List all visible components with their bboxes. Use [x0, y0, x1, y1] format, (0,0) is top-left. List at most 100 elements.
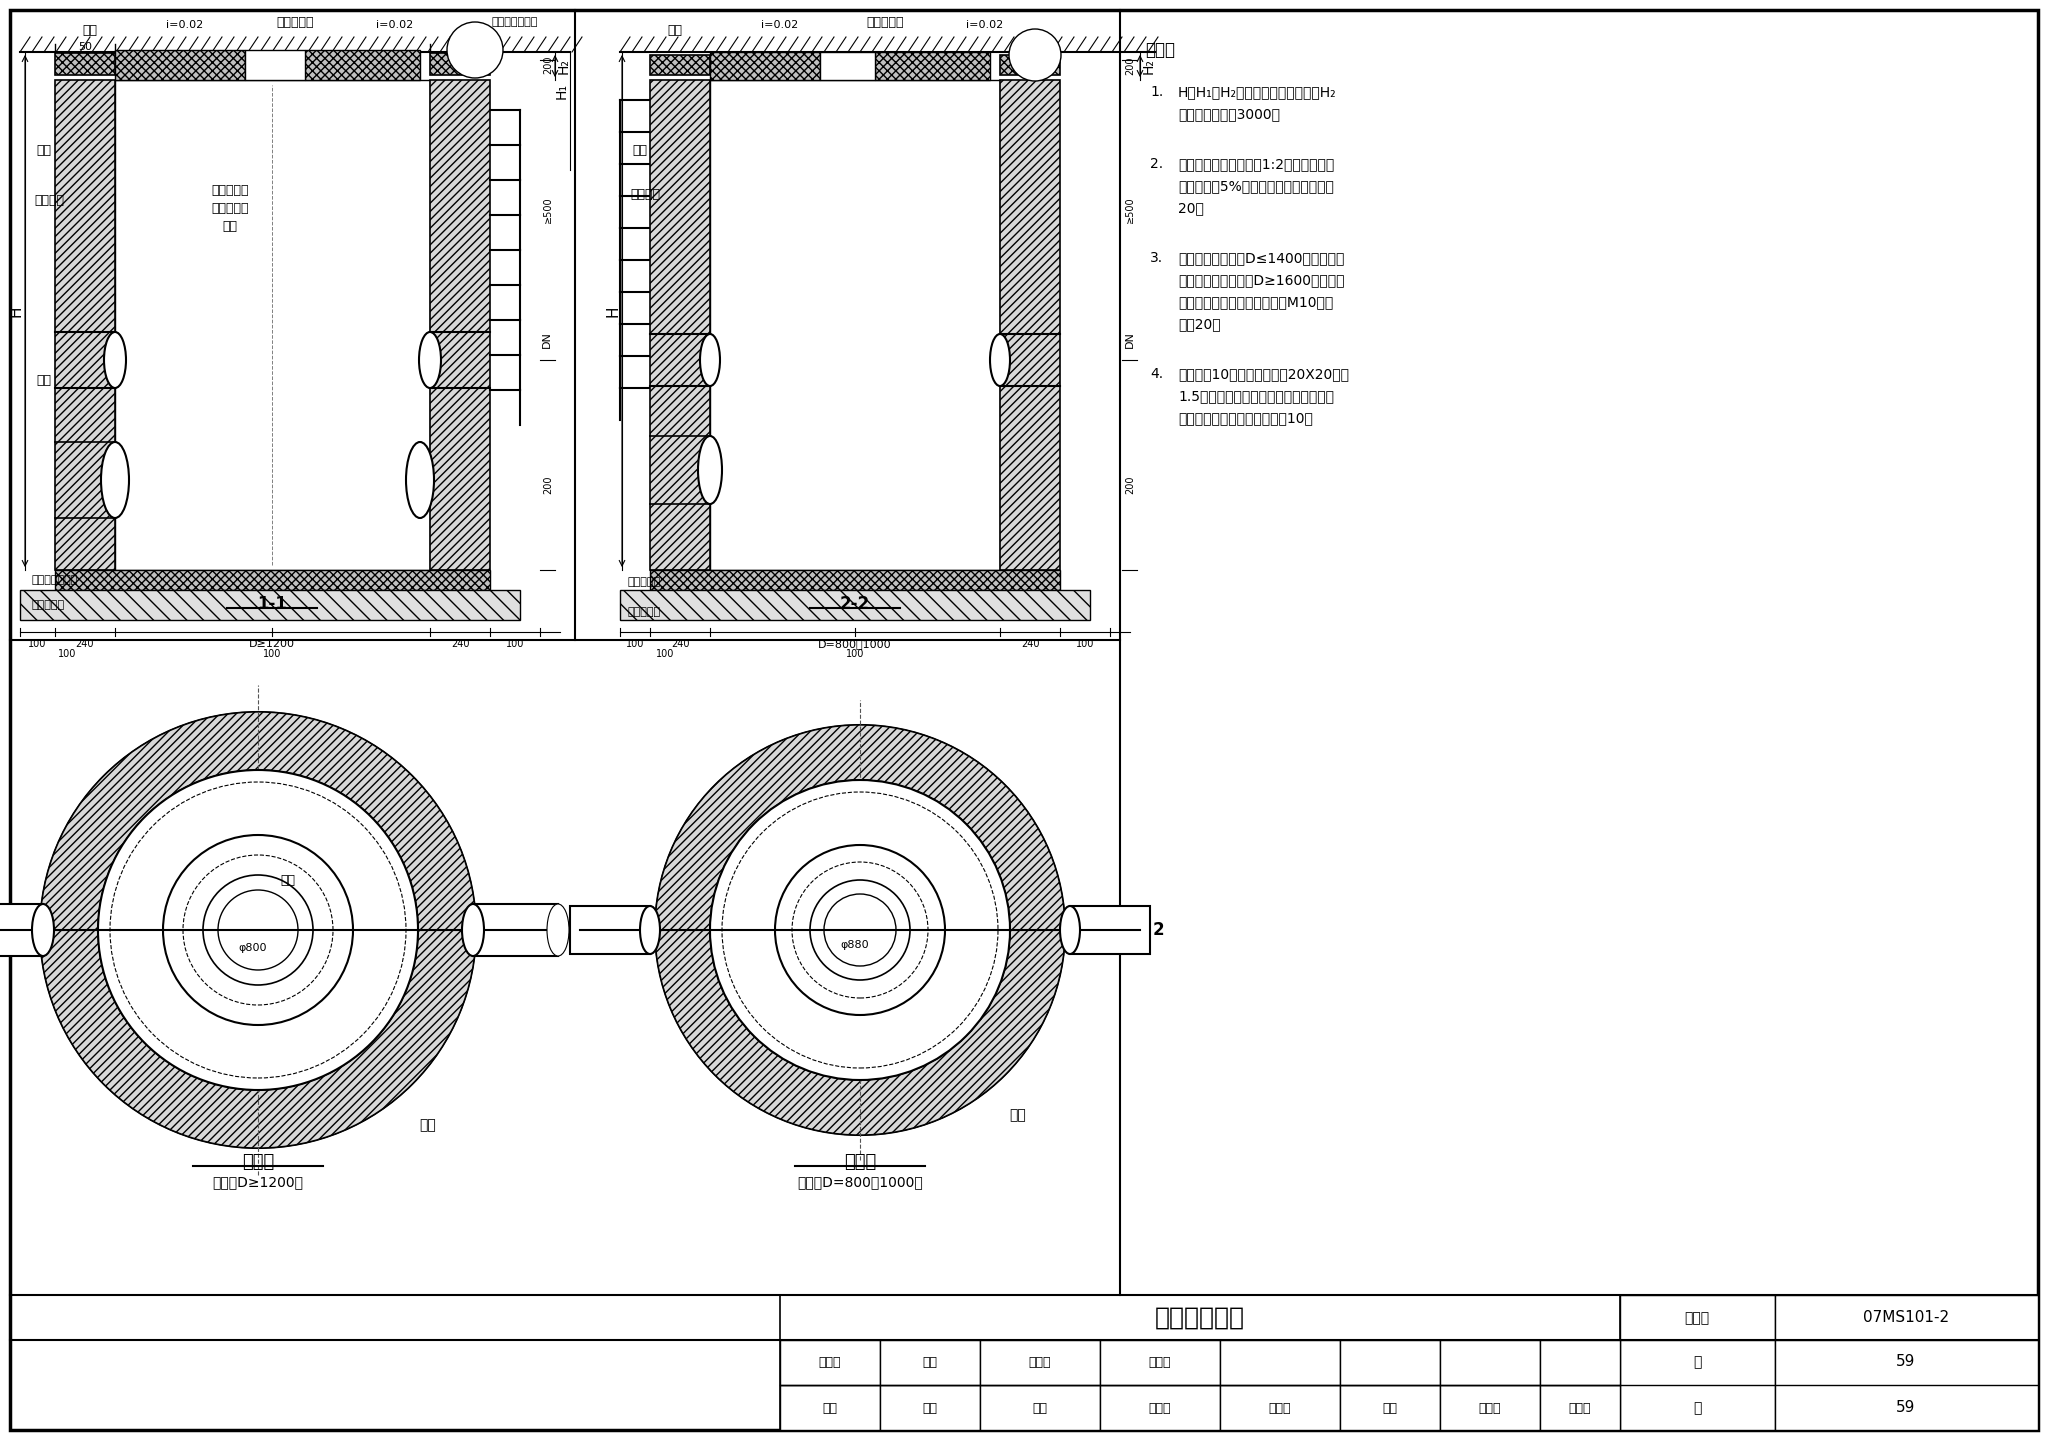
Circle shape	[711, 780, 1010, 1080]
Text: φ800: φ800	[240, 943, 266, 953]
Text: 面厚20。: 面厚20。	[1178, 317, 1221, 331]
Bar	[55, 570, 489, 590]
Circle shape	[774, 845, 944, 1015]
Text: 100: 100	[655, 649, 674, 660]
Bar	[1440, 1385, 1540, 1430]
Circle shape	[217, 890, 299, 971]
Text: H: H	[8, 305, 23, 317]
Ellipse shape	[547, 904, 569, 956]
Circle shape	[203, 876, 313, 985]
Text: 2: 2	[1153, 922, 1163, 939]
Text: 姚步平: 姚步平	[1569, 1401, 1591, 1414]
Ellipse shape	[463, 904, 483, 956]
Bar	[1540, 1341, 1620, 1385]
Bar	[1620, 1295, 1776, 1341]
Text: H: H	[606, 305, 621, 317]
Text: 4.: 4.	[1151, 367, 1163, 382]
Text: 59: 59	[1896, 1355, 1915, 1369]
Text: 砖砌井壁: 砖砌井壁	[631, 189, 659, 202]
Text: 100: 100	[29, 639, 47, 649]
Bar	[999, 55, 1061, 75]
Bar	[1069, 906, 1151, 953]
Text: 混凝土底板: 混凝土底板	[629, 577, 662, 588]
Text: 踏步: 踏步	[420, 1117, 436, 1132]
Text: 100: 100	[506, 639, 524, 649]
Text: 100: 100	[1075, 639, 1094, 649]
Bar	[1100, 1341, 1221, 1385]
Text: 水泥重量的5%的防水剂）抹面，抹面厚: 水泥重量的5%的防水剂）抹面，抹面厚	[1178, 179, 1333, 193]
Text: ≥500: ≥500	[1124, 197, 1135, 223]
Bar	[819, 52, 874, 81]
Text: 100: 100	[627, 639, 645, 649]
Text: 1.: 1.	[1151, 85, 1163, 99]
Text: 砖砌排泥湿井: 砖砌排泥湿井	[1155, 1306, 1245, 1331]
Bar	[1339, 1341, 1440, 1385]
Bar	[1620, 1341, 1776, 1430]
Text: i=0.02: i=0.02	[377, 20, 414, 30]
Text: （井径D=800～1000）: （井径D=800～1000）	[797, 1175, 924, 1189]
Bar	[780, 1341, 1620, 1430]
Text: 砖砌井壁: 砖砌井壁	[35, 193, 63, 206]
Text: 混凝土垫层: 混凝土垫层	[629, 608, 662, 616]
Bar	[473, 904, 557, 956]
Text: 页: 页	[1694, 1401, 1702, 1416]
Ellipse shape	[33, 904, 53, 956]
Bar	[1540, 1385, 1620, 1430]
Bar	[881, 1341, 981, 1385]
Text: 1: 1	[563, 922, 573, 939]
Ellipse shape	[700, 334, 721, 386]
Text: i=0.02: i=0.02	[967, 20, 1004, 30]
Text: 砂浆衬里或: 砂浆衬里或	[211, 202, 248, 215]
Text: 抹面: 抹面	[223, 219, 238, 232]
Bar	[20, 590, 520, 621]
Text: 网水泥砂浆衬里，水泥砂浆用M10，抹: 网水泥砂浆衬里，水泥砂浆用M10，抹	[1178, 295, 1333, 310]
Text: 59: 59	[1896, 1401, 1915, 1416]
Text: 平面图: 平面图	[242, 1153, 274, 1171]
Text: 地面: 地面	[82, 23, 98, 36]
Text: -21: -21	[469, 50, 481, 59]
Ellipse shape	[104, 333, 127, 387]
Text: i=0.02: i=0.02	[166, 20, 203, 30]
Text: 平面图: 平面图	[844, 1153, 877, 1171]
Bar	[649, 570, 1061, 590]
Text: 200: 200	[1124, 56, 1135, 75]
Text: 马连魁: 马连魁	[1149, 1401, 1171, 1414]
Wedge shape	[655, 724, 1065, 1135]
Text: D=800～1000: D=800～1000	[819, 639, 891, 649]
Bar	[780, 1341, 881, 1385]
Circle shape	[811, 880, 909, 981]
Bar	[621, 590, 1090, 621]
Text: 姚光石: 姚光石	[1479, 1401, 1501, 1414]
Bar	[1100, 1385, 1221, 1430]
Text: i=0.02: i=0.02	[762, 20, 799, 30]
Bar	[780, 1385, 881, 1430]
Text: 3.: 3.	[1151, 251, 1163, 265]
Text: H₂: H₂	[1143, 58, 1155, 73]
Bar	[1776, 1341, 2038, 1430]
Bar	[874, 52, 989, 81]
Ellipse shape	[406, 442, 434, 518]
Text: 07MS101-2: 07MS101-2	[1864, 1310, 1950, 1325]
Text: 地面: 地面	[668, 23, 682, 36]
Bar	[981, 1341, 1100, 1385]
Bar	[1221, 1385, 1339, 1430]
Text: 2-2: 2-2	[840, 595, 870, 613]
Text: DN: DN	[543, 331, 553, 348]
Text: 设计: 设计	[1382, 1401, 1397, 1414]
Text: （井径D≥1200）: （井径D≥1200）	[213, 1175, 303, 1189]
Text: 砖拱: 砖拱	[37, 373, 51, 386]
Bar	[711, 81, 999, 570]
Text: 200: 200	[543, 56, 553, 75]
Text: 240: 240	[451, 639, 469, 649]
Bar	[430, 53, 489, 75]
Ellipse shape	[639, 906, 659, 953]
Bar	[1776, 1295, 2038, 1341]
Text: 100: 100	[262, 649, 281, 660]
Text: 说明：: 说明：	[1145, 40, 1176, 59]
Text: 井盖及支座: 井盖及支座	[276, 16, 313, 29]
Text: 钢丝网水泥: 钢丝网水泥	[211, 183, 248, 196]
Text: φ880: φ880	[840, 940, 868, 950]
Circle shape	[1010, 29, 1061, 81]
Bar	[711, 52, 819, 81]
Bar	[0, 904, 43, 956]
